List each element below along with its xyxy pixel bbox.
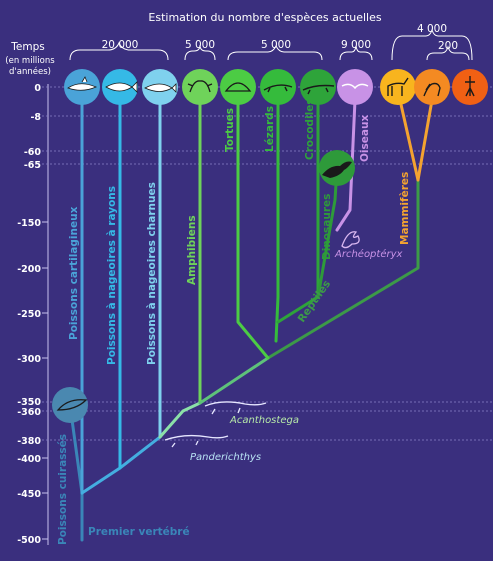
mammals-circle-ape xyxy=(414,69,450,105)
axis-unit-line2: d'années) xyxy=(9,66,51,77)
tick-label: -8 xyxy=(30,112,41,123)
diagram-title: Estimation du nombre d'espèces actuelles xyxy=(148,11,381,24)
bracket-amphibians xyxy=(184,44,216,61)
branch-birds xyxy=(335,98,357,232)
tick-label: -150 xyxy=(17,218,41,229)
armored-fish-icon xyxy=(56,399,88,411)
branch-tetrapods xyxy=(158,401,202,439)
group-count-mammals: 4 000 xyxy=(417,23,447,35)
phylogenetic-tree xyxy=(68,98,434,542)
bracket-mammals xyxy=(391,28,473,61)
dinosaur-icon xyxy=(322,161,352,178)
bracket-fishes xyxy=(69,41,169,61)
tick-label: -250 xyxy=(17,309,41,320)
label-armored-fish: Poissons cuirassés xyxy=(57,434,69,545)
bracket-primates xyxy=(426,45,470,61)
tick-label: -200 xyxy=(17,264,41,275)
human-icon xyxy=(465,76,475,97)
label-archaeopteryx: Archéoptéryx xyxy=(334,248,403,260)
group-count-amphibians: 5 000 xyxy=(185,39,215,51)
label-dinosaurs: Dinosaures xyxy=(321,194,333,260)
turtle-icon xyxy=(224,82,252,92)
panderichthys-icon xyxy=(164,434,229,448)
label-first-vertebrate: Premier vertébré xyxy=(88,526,190,538)
tick-label: -350 xyxy=(17,397,41,408)
label-acanthostega: Acanthostega xyxy=(229,415,299,426)
group-count-fishes: 20 000 xyxy=(102,39,139,51)
label-amphibians: Amphibiens xyxy=(186,215,198,285)
lineage-circles xyxy=(64,69,488,105)
lizards-circle xyxy=(260,69,296,105)
branch-amniotes xyxy=(198,356,270,405)
bracket-birds xyxy=(339,45,373,61)
tick-label: -65 xyxy=(24,160,41,171)
group-count-primates: 200 xyxy=(438,40,458,52)
horse-icon xyxy=(387,77,409,96)
ray-finned-fish-icon xyxy=(105,81,138,93)
tick-label: -300 xyxy=(17,354,41,365)
group-brackets xyxy=(69,28,473,61)
group-count-birds: 9 000 xyxy=(341,39,371,51)
frog-icon xyxy=(187,80,213,93)
ape-icon xyxy=(423,82,441,97)
label-turtles: Tortues xyxy=(224,108,236,152)
armored-fish-circle xyxy=(52,387,88,423)
lobe-finned-fish-icon xyxy=(144,83,177,93)
branch-mammal-line xyxy=(266,178,420,360)
tick-label: -400 xyxy=(17,454,41,465)
axis-title: Temps xyxy=(10,41,44,53)
label-lizards: Lézards xyxy=(264,106,276,152)
crocodile-icon xyxy=(302,84,335,95)
mammals-circle-horse xyxy=(380,69,416,105)
shark-icon xyxy=(67,76,98,91)
label-crocodiles: Crocodiles xyxy=(304,98,316,160)
label-ray-finned-fish: Poissons à nageoires à rayons xyxy=(106,186,118,365)
amphibians-circle xyxy=(182,69,218,105)
tick-label: 0 xyxy=(34,83,41,94)
bracket-reptiles xyxy=(227,44,323,61)
archaeopteryx-icon xyxy=(341,231,360,249)
branch-mammals xyxy=(398,98,420,182)
fossil-figures xyxy=(52,150,360,448)
label-mammals: Mammifères xyxy=(399,172,411,245)
label-lobe-finned-fish: Poissons à nageoires charnues xyxy=(146,182,158,365)
tick-label: -60 xyxy=(24,147,42,158)
lizard-icon xyxy=(263,84,293,93)
branch-diapsids xyxy=(274,98,280,343)
label-birds: Oiseaux xyxy=(359,115,371,162)
crocodiles-circle xyxy=(300,69,336,105)
branch-mammals-placental xyxy=(416,98,434,182)
label-cartilaginous-fish: Poissons cartilagineux xyxy=(68,206,80,340)
axis-unit-line1: (en millions xyxy=(5,56,55,66)
acanthostega-icon xyxy=(204,401,267,415)
tick-label: -500 xyxy=(17,535,41,546)
tick-label: -360 xyxy=(17,407,41,418)
group-count-reptiles: 5 000 xyxy=(261,39,291,51)
turtles-circle xyxy=(220,69,256,105)
tick-label: -450 xyxy=(17,489,41,500)
label-panderichthys: Panderichthys xyxy=(190,452,261,463)
bird-icon xyxy=(341,83,369,90)
branch-reptiles xyxy=(236,98,270,360)
tick-label: -380 xyxy=(17,436,41,447)
